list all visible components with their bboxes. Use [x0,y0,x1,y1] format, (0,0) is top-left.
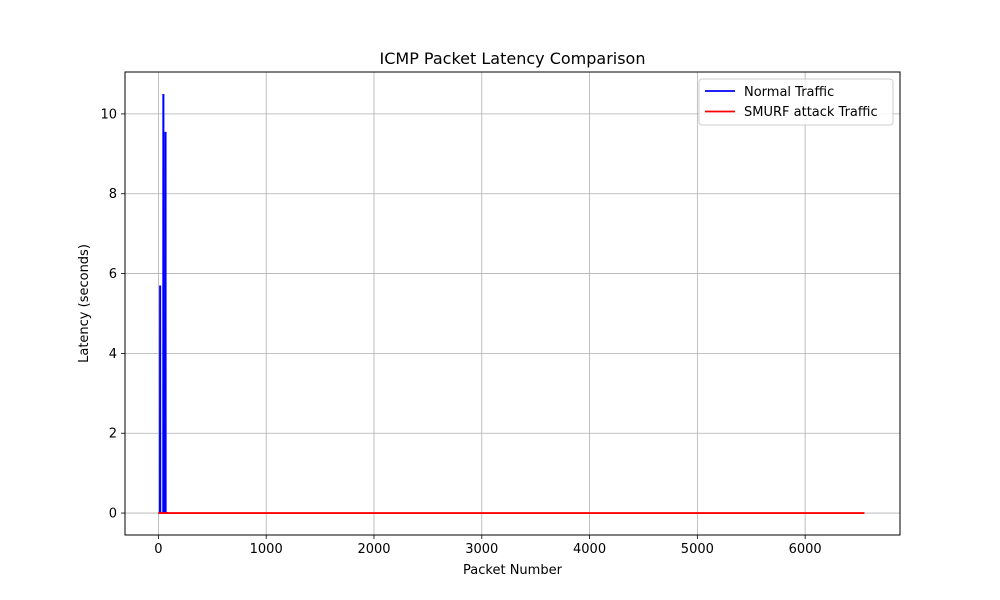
x-tick-label: 5000 [681,542,714,557]
axes: 0 1000 2000 3000 4000 5000 6000 0 2 4 6 8 10 [100,107,821,557]
legend-label-smurf-attack-traffic: SMURF attack Traffic [744,105,878,120]
x-axis-title: Packet Number [463,563,563,578]
x-tick-label: 3000 [465,542,498,557]
series-layer [158,93,865,514]
x-tick-label: 4000 [573,542,606,557]
plot-frame [124,71,901,536]
y-tick-label: 2 [109,427,117,442]
legend-label-normal-traffic: Normal Traffic [744,85,834,100]
y-tick-label: 0 [109,507,117,522]
x-tick-label: 2000 [357,542,390,557]
legend-box [698,78,894,126]
x-tick-label: 6000 [789,542,822,557]
y-tick-label: 6 [109,267,117,282]
y-tick-label: 8 [109,187,117,202]
x-tick-label: 1000 [250,542,283,557]
x-tick-label: 0 [154,542,162,557]
y-axis-title: Latency (seconds) [77,244,92,363]
y-tick-label: 10 [100,107,117,122]
y-tick-label: 4 [109,347,117,362]
chart-title: ICMP Packet Latency Comparison [380,49,646,68]
legend: Normal Traffic SMURF attack Traffic [698,78,894,126]
